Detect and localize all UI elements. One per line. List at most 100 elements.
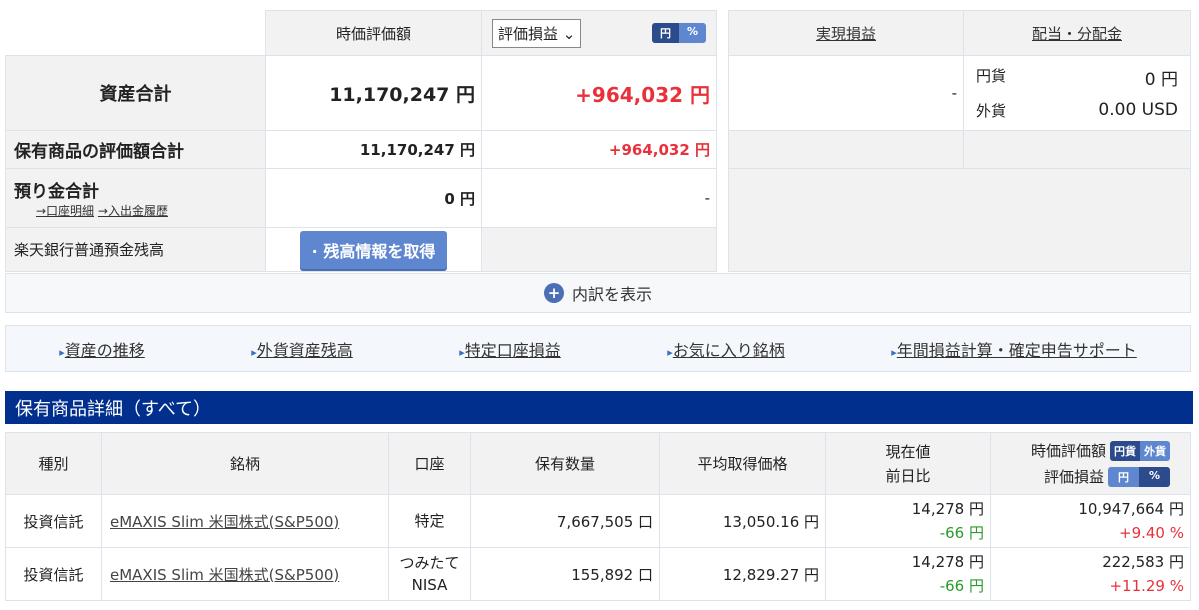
total-label: 資産合計: [5, 55, 266, 131]
toggle-percent[interactable]: %: [1138, 466, 1170, 487]
button-label: 残高情報を取得: [323, 241, 436, 261]
toggle-yen[interactable]: 円: [1107, 466, 1139, 487]
toggle-jpy[interactable]: 円貨: [1110, 440, 1140, 461]
cell-change: -66 円: [939, 524, 984, 542]
fx-label: 外貨: [976, 102, 1007, 120]
total-pl: +964,032 円: [481, 55, 717, 131]
cell-price: 14,278 円: [911, 500, 984, 518]
get-balance-button[interactable]: · 残高情報を取得: [299, 230, 448, 269]
cell-name: eMAXIS Slim 米国株式(S&P500): [101, 494, 389, 548]
cell-pl: +9.40 %: [1119, 524, 1184, 542]
realized-link[interactable]: 実現損益: [815, 24, 876, 43]
deposit-pl: -: [481, 168, 717, 228]
holdings-value: 11,170,247 円: [265, 130, 482, 169]
fund-link[interactable]: eMAXIS Slim 米国株式(S&P500): [110, 565, 340, 584]
cell-pl: +11.29 %: [1109, 577, 1184, 595]
empty-cell: [728, 168, 1191, 272]
show-breakdown-button[interactable]: + 内訳を表示: [5, 273, 1191, 313]
header: 口座: [414, 455, 445, 473]
link-specific-account[interactable]: 特定口座損益: [464, 340, 561, 360]
jpy-value: 0 円: [1144, 70, 1178, 90]
cell-avg: 13,050.16 円: [659, 494, 826, 548]
cell-avg: 13,050.16 円: [722, 512, 819, 531]
header: 現在値: [885, 442, 931, 461]
empty-cell: [481, 227, 717, 272]
cell-value: 222,583 円: [1102, 553, 1184, 571]
cell-price: 14,278 円: [911, 553, 984, 571]
header: 評価損益: [1043, 468, 1104, 486]
th-avg: 平均取得価格: [659, 432, 826, 495]
empty-cell: [963, 130, 1191, 169]
select-value: 評価損益: [498, 24, 559, 43]
header: 保有数量: [534, 455, 595, 473]
bullet-icon: ·: [311, 241, 324, 261]
header-pl: 評価損益 ⌄ 円%: [481, 10, 717, 56]
th-value: 時価評価額 円貨 外貨 評価損益円%: [990, 432, 1191, 495]
link-tax-support[interactable]: 年間損益計算・確定申告サポート: [896, 340, 1137, 360]
toggle-percent[interactable]: %: [678, 23, 706, 43]
cell-qty: 155,892 口: [571, 565, 653, 584]
label: 資産合計: [99, 84, 172, 105]
pl-select[interactable]: 評価損益 ⌄: [492, 18, 582, 48]
account-detail-link[interactable]: →口座明細: [36, 204, 95, 218]
cell-type: 投資信託: [23, 565, 84, 584]
dividend-link[interactable]: 配当・分配金: [1031, 24, 1122, 43]
value: 0 円: [444, 189, 475, 208]
header: 平均取得価格: [697, 455, 788, 473]
cell-avg: 12,829.27 円: [722, 565, 819, 584]
arrow-icon: ▸: [667, 345, 673, 359]
value: -: [951, 84, 957, 102]
cell-account: つみたて NISA: [388, 547, 471, 601]
link-favorites[interactable]: お気に入り銘柄: [672, 340, 785, 360]
header-dividend: 配当・分配金: [963, 10, 1191, 56]
label: 楽天銀行普通預金残高: [14, 241, 165, 259]
arrow-icon: ▸: [251, 345, 257, 359]
unit-toggle[interactable]: 円%: [651, 23, 706, 43]
header-realized: 実現損益: [728, 10, 964, 56]
chevron-down-icon: ⌄: [562, 24, 576, 43]
link-foreign-assets[interactable]: 外貨資産残高: [256, 340, 353, 360]
cell-avg: 12,829.27 円: [659, 547, 826, 601]
cell-type: 投資信託: [5, 494, 102, 548]
link-asset-history[interactable]: 資産の推移: [64, 340, 145, 360]
holdings-pl: +964,032 円: [481, 130, 717, 169]
cell-name: eMAXIS Slim 米国株式(S&P500): [101, 547, 389, 601]
holdings-label: 保有商品の評価額合計: [5, 130, 266, 169]
cell-qty: 7,667,505 口: [470, 494, 660, 548]
label: 預り金合計: [14, 182, 99, 202]
th-name: 銘柄: [101, 432, 389, 495]
bank-cell: · 残高情報を取得: [265, 227, 482, 272]
value: +964,032 円: [608, 141, 710, 159]
fund-link[interactable]: eMAXIS Slim 米国株式(S&P500): [110, 512, 340, 531]
value: +964,032 円: [575, 82, 710, 107]
cell-value: 10,947,664 円 +9.40 %: [990, 494, 1191, 548]
toggle-fx[interactable]: 外貨: [1140, 440, 1170, 461]
header: 時価評価額: [1030, 442, 1106, 460]
cell-value: 10,947,664 円: [1078, 500, 1184, 518]
quick-links: ▸資産の推移 ▸外貨資産残高 ▸特定口座損益 ▸お気に入り銘柄 ▸年間損益計算・…: [5, 325, 1191, 372]
cell-qty: 155,892 口: [470, 547, 660, 601]
empty-cell: [728, 130, 964, 169]
deposit-value: 0 円: [265, 168, 482, 228]
toggle-yen[interactable]: 円: [651, 23, 679, 43]
cell-change: -66 円: [939, 577, 984, 595]
cell-value: 222,583 円 +11.29 %: [990, 547, 1191, 601]
value: 11,170,247 円: [359, 141, 475, 159]
cell-price: 14,278 円 -66 円: [825, 547, 991, 601]
value: -: [704, 189, 710, 207]
deposit-history-link[interactable]: →入出金履歴: [97, 204, 168, 218]
cell-account: つみたて: [399, 554, 460, 572]
section-title: 保有商品詳細（すべて）: [5, 391, 1193, 424]
cell-type: 投資信託: [23, 512, 84, 531]
cell-price: 14,278 円 -66 円: [825, 494, 991, 548]
cell-qty: 7,667,505 口: [556, 512, 653, 531]
header: 銘柄: [229, 455, 260, 473]
header: 種別: [38, 455, 69, 473]
deposit-label: 預り金合計 →口座明細 →入出金履歴: [5, 168, 266, 228]
value: 11,170,247 円: [329, 83, 475, 106]
th-type: 種別: [5, 432, 102, 495]
arrow-icon: ▸: [891, 345, 897, 359]
header-market-value: 時価評価額: [265, 10, 482, 56]
header: 前日比: [885, 466, 931, 485]
th-account: 口座: [388, 432, 471, 495]
